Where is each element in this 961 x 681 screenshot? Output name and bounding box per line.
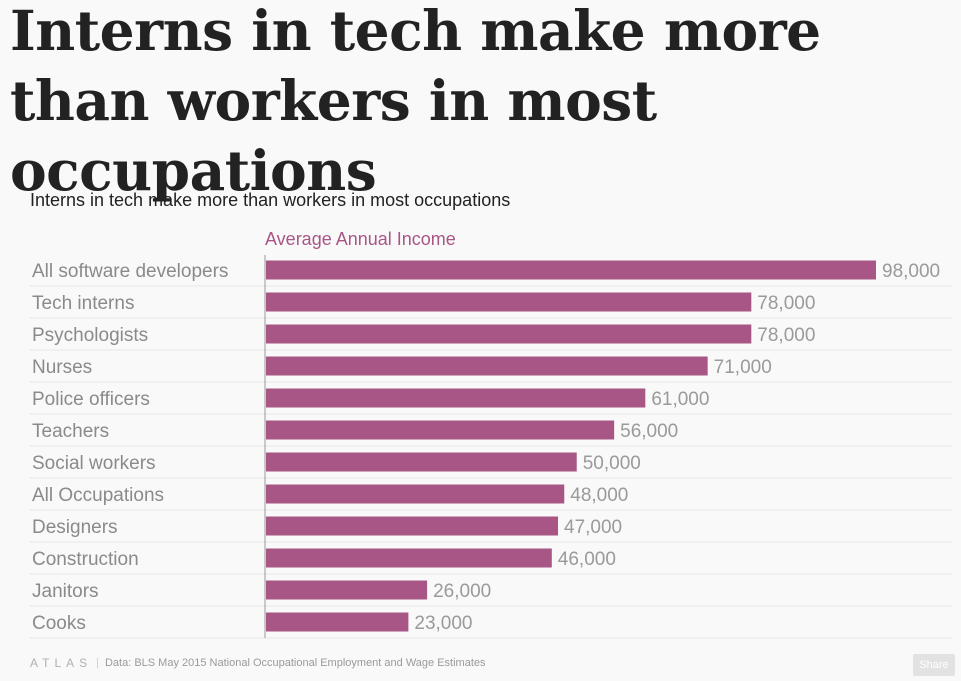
category-label: Teachers: [32, 421, 109, 442]
category-label: Tech interns: [32, 293, 134, 314]
chart-title: Interns in tech make more than workers i…: [30, 190, 511, 210]
footer-separator: |: [96, 657, 99, 669]
bar[interactable]: [266, 484, 565, 504]
category-label: Psychologists: [32, 325, 148, 346]
headline: Interns in tech make more than workers i…: [10, 0, 821, 203]
gridlines: [30, 285, 952, 639]
category-label: All software developers: [32, 261, 228, 282]
category-label: Social workers: [32, 453, 156, 474]
atlas-logo[interactable]: ATLAS: [30, 656, 93, 670]
bar[interactable]: [266, 452, 577, 472]
category-labels: All software developers Tech interns Psych…: [32, 261, 228, 634]
value-label: 71,000: [714, 357, 772, 378]
value-label: 78,000: [757, 325, 815, 346]
category-label: Janitors: [32, 581, 99, 602]
bar[interactable]: [266, 260, 876, 280]
value-label: 46,000: [558, 549, 616, 570]
value-label: 48,000: [570, 485, 628, 506]
bar[interactable]: [266, 388, 646, 408]
value-label: 56,000: [620, 421, 678, 442]
bar-chart: Average Annual Income All software devel…: [30, 229, 952, 639]
bar[interactable]: [266, 356, 708, 376]
value-label: 98,000: [882, 261, 940, 282]
value-label: 26,000: [433, 581, 491, 602]
category-label: Designers: [32, 517, 118, 538]
category-label: Construction: [32, 549, 139, 570]
value-label: 23,000: [414, 613, 472, 634]
category-label: All Occupations: [32, 485, 164, 506]
value-label: 50,000: [583, 453, 641, 474]
value-label: 61,000: [651, 389, 709, 410]
bars: [266, 260, 876, 632]
bar[interactable]: [266, 324, 752, 344]
bar[interactable]: [266, 516, 559, 536]
x-axis-label: Average Annual Income: [265, 229, 456, 249]
bar[interactable]: [266, 580, 428, 600]
bar[interactable]: [266, 292, 752, 312]
footer: ATLAS | Data: BLS May 2015 National Occu…: [30, 656, 486, 670]
bar[interactable]: [266, 548, 552, 568]
value-label: 47,000: [564, 517, 622, 538]
category-label: Police officers: [32, 389, 150, 410]
category-label: Cooks: [32, 613, 86, 634]
value-label: 78,000: [757, 293, 815, 314]
category-label: Nurses: [32, 357, 92, 378]
bar[interactable]: [266, 420, 615, 440]
bar[interactable]: [266, 612, 409, 632]
share-button[interactable]: Share: [913, 654, 955, 676]
data-source: Data: BLS May 2015 National Occupational…: [104, 657, 486, 669]
